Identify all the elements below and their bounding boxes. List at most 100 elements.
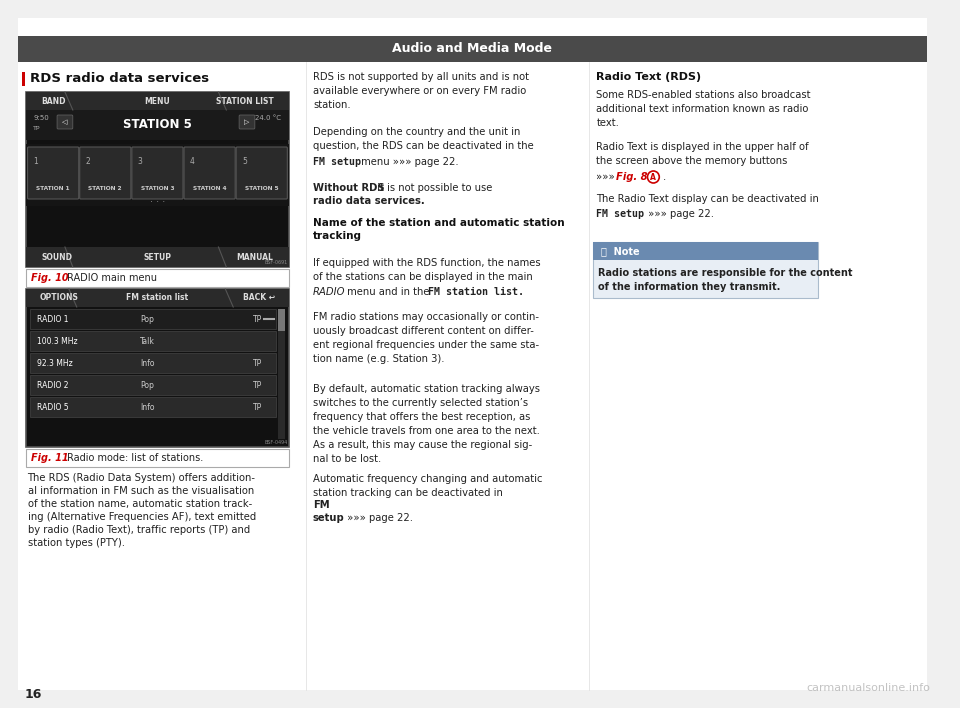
Text: 92.3 MHz: 92.3 MHz — [37, 358, 73, 367]
Text: MANUAL: MANUAL — [237, 253, 274, 261]
Text: it is not possible to use: it is not possible to use — [373, 183, 495, 193]
Bar — [26, 144, 289, 206]
Text: Radio Text is displayed in the upper half of
the screen above the memory buttons: Radio Text is displayed in the upper hal… — [596, 142, 809, 166]
Text: STATION 5: STATION 5 — [245, 185, 278, 190]
Text: 24.0 °C: 24.0 °C — [255, 115, 281, 121]
Text: station types (PTY).: station types (PTY). — [28, 538, 125, 548]
Text: »»» page 22.: »»» page 22. — [345, 513, 414, 523]
Text: · · ·: · · · — [150, 197, 165, 207]
Text: by radio (Radio Text), traffic reports (TP) and: by radio (Radio Text), traffic reports (… — [28, 525, 250, 535]
Bar — [26, 110, 289, 140]
Text: RADIO main menu: RADIO main menu — [67, 273, 156, 283]
Text: 3: 3 — [137, 157, 143, 166]
Bar — [22, 72, 25, 86]
Text: FM setup: FM setup — [596, 209, 644, 219]
FancyBboxPatch shape — [236, 147, 287, 199]
Bar — [278, 309, 285, 331]
Text: ⓘ  Note: ⓘ Note — [601, 246, 639, 256]
Text: BSF-0494: BSF-0494 — [264, 440, 287, 445]
Text: 5: 5 — [242, 157, 247, 166]
Bar — [278, 309, 285, 439]
Text: ▷: ▷ — [244, 119, 250, 125]
Text: STATION 4: STATION 4 — [193, 185, 227, 190]
Text: TP: TP — [253, 314, 262, 324]
Text: SETUP: SETUP — [143, 253, 172, 261]
Text: The Radio Text display can be deactivated in: The Radio Text display can be deactivate… — [596, 194, 819, 204]
Text: RADIO: RADIO — [313, 287, 346, 297]
Text: STATION 1: STATION 1 — [36, 185, 70, 190]
Text: Talk: Talk — [140, 336, 155, 346]
Text: Info: Info — [140, 403, 155, 411]
Bar — [30, 353, 276, 373]
Text: If equipped with the RDS function, the names
of the stations can be displayed in: If equipped with the RDS function, the n… — [313, 258, 540, 282]
Text: Some RDS-enabled stations also broadcast
additional text information known as ra: Some RDS-enabled stations also broadcast… — [596, 90, 811, 128]
Text: Audio and Media Mode: Audio and Media Mode — [393, 42, 552, 55]
Text: STATION 2: STATION 2 — [88, 185, 122, 190]
Text: carmanualsonline.info: carmanualsonline.info — [806, 683, 931, 693]
Text: TP: TP — [253, 403, 262, 411]
Text: 100.3 MHz: 100.3 MHz — [37, 336, 78, 346]
Text: MENU: MENU — [145, 96, 170, 105]
Text: SOUND: SOUND — [41, 253, 72, 261]
Text: Fig. 8: Fig. 8 — [616, 172, 648, 182]
Bar — [26, 289, 289, 447]
Text: Radio mode: list of stations.: Radio mode: list of stations. — [67, 453, 204, 463]
Text: 4: 4 — [190, 157, 195, 166]
Text: TP: TP — [34, 127, 41, 132]
FancyBboxPatch shape — [80, 147, 131, 199]
Text: ing (Alternative Frequencies AF), text emitted: ing (Alternative Frequencies AF), text e… — [28, 512, 255, 522]
Text: Fig. 11: Fig. 11 — [31, 453, 68, 463]
Bar — [17, 36, 927, 62]
Text: Automatic frequency changing and automatic
station tracking can be deactivated i: Automatic frequency changing and automat… — [313, 474, 542, 498]
Bar — [30, 375, 276, 395]
Text: setup: setup — [313, 513, 345, 523]
Text: 1: 1 — [34, 157, 38, 166]
Text: FM: FM — [313, 500, 329, 510]
Text: »»»: »»» — [596, 172, 618, 182]
Text: TP: TP — [253, 380, 262, 389]
Text: FM station list.: FM station list. — [428, 287, 524, 297]
Text: 2: 2 — [85, 157, 90, 166]
Text: .: . — [663, 172, 666, 182]
Text: RDS radio data services: RDS radio data services — [30, 72, 208, 86]
Bar — [26, 92, 289, 267]
Bar — [30, 309, 276, 329]
Text: FM setup: FM setup — [313, 157, 361, 167]
Text: STATION 5: STATION 5 — [123, 118, 192, 132]
Text: BSF-0691: BSF-0691 — [264, 260, 287, 265]
Bar — [26, 289, 289, 307]
Text: Radio Text (RDS): Radio Text (RDS) — [596, 72, 702, 82]
Text: BAND: BAND — [41, 96, 66, 105]
Text: menu and in the: menu and in the — [345, 287, 433, 297]
Text: 16: 16 — [25, 688, 42, 702]
Text: FM station list: FM station list — [127, 294, 188, 302]
FancyBboxPatch shape — [239, 115, 254, 129]
Text: Fig. 10: Fig. 10 — [31, 273, 68, 283]
Bar — [593, 242, 818, 260]
Text: Radio stations are responsible for the content
of the information they transmit.: Radio stations are responsible for the c… — [598, 268, 852, 292]
Text: of the station name, automatic station track-: of the station name, automatic station t… — [28, 499, 252, 509]
Text: STATION 3: STATION 3 — [140, 185, 175, 190]
Text: BACK ↩: BACK ↩ — [244, 294, 276, 302]
Text: STATION LIST: STATION LIST — [216, 96, 274, 105]
Text: ◁: ◁ — [62, 119, 67, 125]
Text: radio data services.: radio data services. — [313, 196, 424, 206]
Bar — [26, 92, 289, 110]
Text: Name of the station and automatic station
tracking: Name of the station and automatic statio… — [313, 218, 564, 241]
Text: Pop: Pop — [141, 314, 155, 324]
Text: OPTIONS: OPTIONS — [39, 294, 78, 302]
Bar — [593, 242, 818, 298]
FancyBboxPatch shape — [28, 147, 79, 199]
Text: Info: Info — [140, 358, 155, 367]
Text: By default, automatic station tracking always
switches to the currently selected: By default, automatic station tracking a… — [313, 384, 540, 464]
Text: menu »»» page 22.: menu »»» page 22. — [358, 157, 459, 167]
Text: RADIO 5: RADIO 5 — [37, 403, 69, 411]
Bar — [26, 269, 289, 287]
FancyBboxPatch shape — [184, 147, 235, 199]
Text: TP: TP — [253, 358, 262, 367]
Text: Without RDS: Without RDS — [313, 183, 385, 193]
Bar — [30, 331, 276, 351]
Text: Depending on the country and the unit in
question, the RDS can be deactivated in: Depending on the country and the unit in… — [313, 127, 534, 151]
Text: »»» page 22.: »»» page 22. — [645, 209, 714, 219]
Bar — [26, 247, 289, 267]
